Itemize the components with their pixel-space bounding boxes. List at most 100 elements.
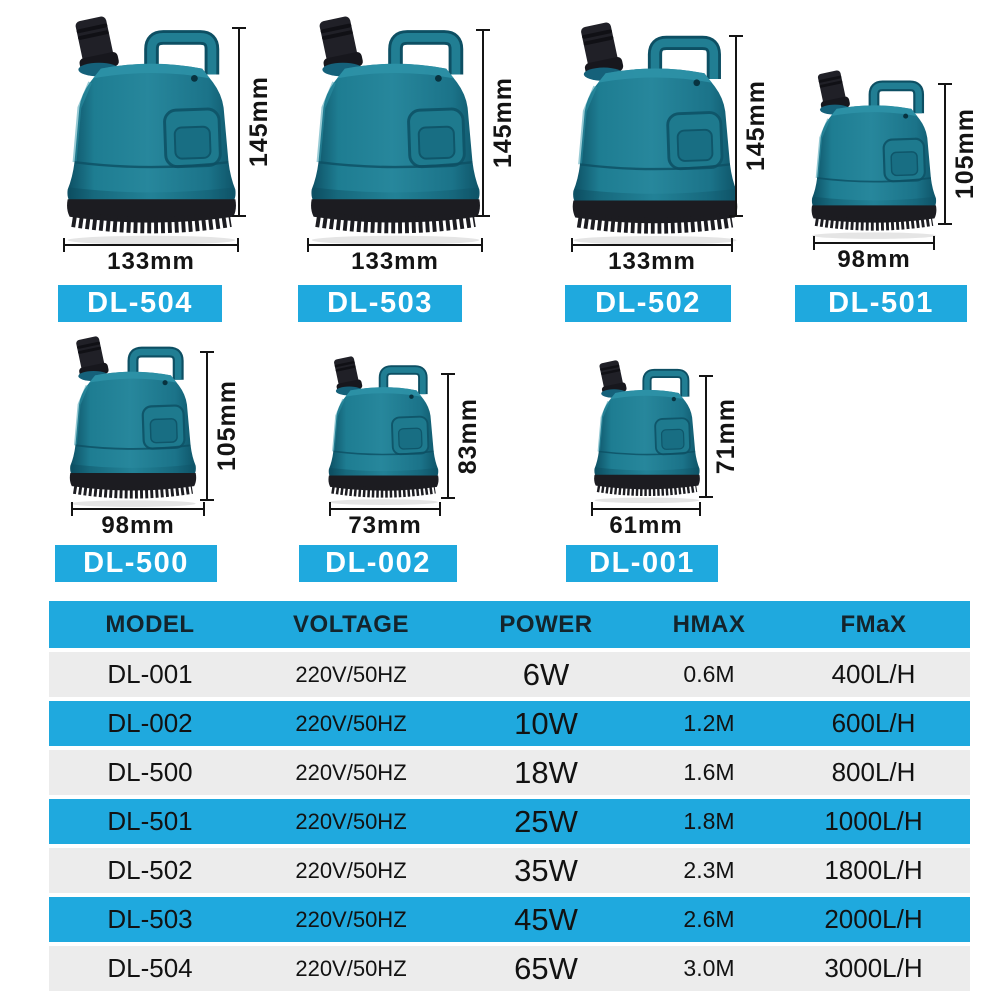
dimension-line-vertical xyxy=(938,83,952,225)
cell-power: 35W xyxy=(514,852,578,888)
cell-voltage: 220V/50HZ xyxy=(295,808,407,834)
height-dimension: 145mm xyxy=(232,27,274,217)
pump-illustration xyxy=(802,70,946,240)
width-dimension: 98mm xyxy=(71,502,205,540)
cell-power: 65W xyxy=(514,950,578,986)
cell-model: DL-503 xyxy=(107,904,193,934)
column-header-fmax: FMaX xyxy=(840,610,907,638)
height-label: 105mm xyxy=(213,380,241,472)
cell-fmax: 1800L/H xyxy=(824,855,923,885)
width-label: 133mm xyxy=(608,248,696,275)
cell-power: 45W xyxy=(514,901,578,937)
height-dimension: 71mm xyxy=(699,375,741,498)
table-row: DL-503 220V/50HZ 45W 2.6M 2000L/H xyxy=(49,897,970,942)
width-dimension: 133mm xyxy=(63,238,239,276)
model-banner: DL-500 xyxy=(55,545,217,582)
cell-fmax: 400L/H xyxy=(831,659,916,689)
width-label: 61mm xyxy=(609,512,683,539)
dimension-line-vertical xyxy=(232,27,246,217)
cell-power: 6W xyxy=(522,656,570,692)
width-dimension: 61mm xyxy=(591,502,701,540)
height-dimension: 145mm xyxy=(476,29,518,217)
dimension-line-vertical xyxy=(200,351,214,501)
model-label: DL-500 xyxy=(83,547,189,579)
table-row: DL-500 220V/50HZ 18W 1.6M 800L/H xyxy=(49,750,970,795)
cell-hmax: 1.8M xyxy=(683,808,735,834)
column-header-hmax: HMAX xyxy=(672,610,746,638)
model-banner: DL-503 xyxy=(298,285,462,322)
cell-hmax: 3.0M xyxy=(683,955,735,981)
cell-voltage: 220V/50HZ xyxy=(295,661,407,687)
table-row: DL-502 220V/50HZ 35W 2.3M 1800L/H xyxy=(49,848,970,893)
cell-fmax: 600L/H xyxy=(831,708,916,738)
cell-hmax: 1.2M xyxy=(683,710,735,736)
cell-model: DL-500 xyxy=(107,757,193,787)
dimension-line-vertical xyxy=(476,29,490,217)
dimension-line-horizontal xyxy=(63,238,239,252)
model-label: DL-002 xyxy=(325,547,431,579)
cell-fmax: 3000L/H xyxy=(824,953,923,983)
cell-fmax: 2000L/H xyxy=(824,904,923,934)
dimension-line-horizontal xyxy=(329,502,441,516)
dimension-line-vertical xyxy=(441,373,455,499)
width-label: 98mm xyxy=(101,512,175,539)
cell-power: 10W xyxy=(514,705,578,741)
column-header-power: POWER xyxy=(499,610,593,638)
height-dimension: 145mm xyxy=(729,35,771,217)
cell-voltage: 220V/50HZ xyxy=(295,857,407,883)
model-label: DL-502 xyxy=(595,287,701,319)
height-dimension: 105mm xyxy=(938,83,980,225)
model-banner: DL-002 xyxy=(299,545,457,582)
width-label: 98mm xyxy=(837,246,911,273)
column-header-voltage: VOLTAGE xyxy=(293,610,409,638)
height-dimension: 83mm xyxy=(441,373,483,499)
cell-power: 25W xyxy=(514,803,578,839)
cell-model: DL-001 xyxy=(107,659,193,689)
model-banner: DL-502 xyxy=(565,285,731,322)
table-row: DL-504 220V/50HZ 65W 3.0M 3000L/H xyxy=(49,946,970,991)
cell-model: DL-504 xyxy=(107,953,193,983)
height-label: 71mm xyxy=(712,398,740,475)
table-row: DL-002 220V/50HZ 10W 1.2M 600L/H xyxy=(49,701,970,746)
cell-fmax: 800L/H xyxy=(831,757,916,787)
width-label: 133mm xyxy=(351,248,439,275)
width-dimension: 98mm xyxy=(813,236,935,274)
model-label: DL-504 xyxy=(87,287,193,319)
pump-illustration xyxy=(320,356,447,506)
pump-illustration xyxy=(298,16,493,246)
spec-table-header: MODEL VOLTAGE POWER HMAX FMaX xyxy=(49,601,970,648)
cell-hmax: 2.6M xyxy=(683,906,735,932)
cell-fmax: 1000L/H xyxy=(824,806,923,836)
height-label: 105mm xyxy=(951,108,979,200)
width-label: 133mm xyxy=(107,248,195,275)
model-label: DL-501 xyxy=(828,287,934,319)
cell-model: DL-502 xyxy=(107,855,193,885)
column-header-model: MODEL xyxy=(105,610,195,638)
height-label: 145mm xyxy=(489,77,517,169)
dimension-line-horizontal xyxy=(591,502,701,516)
pump-illustration xyxy=(560,22,750,246)
width-label: 73mm xyxy=(348,512,422,539)
pump-illustration xyxy=(54,16,249,246)
width-dimension: 133mm xyxy=(571,238,733,276)
dimension-line-horizontal xyxy=(307,238,483,252)
cell-voltage: 220V/50HZ xyxy=(295,906,407,932)
dimension-line-horizontal xyxy=(813,236,935,250)
height-dimension: 105mm xyxy=(200,351,242,501)
cell-model: DL-002 xyxy=(107,708,193,738)
dimension-line-vertical xyxy=(729,35,743,217)
width-dimension: 133mm xyxy=(307,238,483,276)
cell-voltage: 220V/50HZ xyxy=(295,955,407,981)
height-label: 145mm xyxy=(245,76,273,168)
model-label: DL-001 xyxy=(589,547,695,579)
cell-voltage: 220V/50HZ xyxy=(295,710,407,736)
height-label: 145mm xyxy=(742,80,770,172)
cell-model: DL-501 xyxy=(107,806,193,836)
cell-hmax: 2.3M xyxy=(683,857,735,883)
pump-illustration xyxy=(60,336,206,508)
table-row: DL-001 220V/50HZ 6W 0.6M 400L/H xyxy=(49,652,970,697)
dimension-line-horizontal xyxy=(71,502,205,516)
spec-table: MODEL VOLTAGE POWER HMAX FMaX DL-001 220… xyxy=(49,601,970,995)
